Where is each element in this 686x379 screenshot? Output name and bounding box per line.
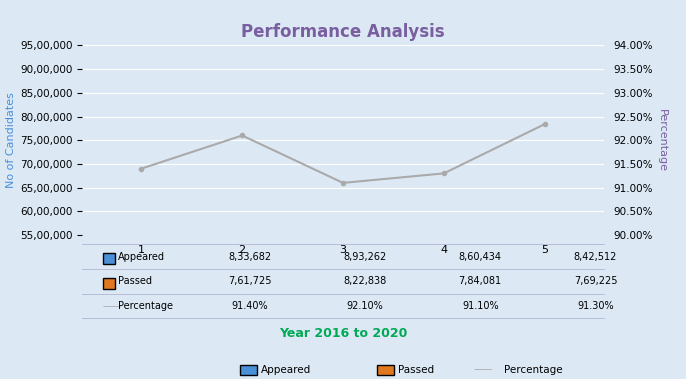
Text: 91.10%: 91.10% xyxy=(462,301,499,311)
Y-axis label: Percentage: Percentage xyxy=(657,109,667,172)
Text: ——: —— xyxy=(473,365,493,374)
Text: Percentage: Percentage xyxy=(504,365,563,374)
Text: Appeared: Appeared xyxy=(118,252,165,262)
Percentage xyxy=(440,171,448,175)
Percentage xyxy=(541,122,549,126)
Text: 8,42,512: 8,42,512 xyxy=(573,252,617,262)
Text: 7,61,725: 7,61,725 xyxy=(228,276,272,287)
Title: Performance Analysis: Performance Analysis xyxy=(241,23,445,41)
Line: Percentage: Percentage xyxy=(139,122,547,185)
Percentage xyxy=(339,180,347,185)
Y-axis label: No of Candidates: No of Candidates xyxy=(6,92,16,188)
Text: Appeared: Appeared xyxy=(261,365,311,374)
Percentage xyxy=(137,166,145,171)
Text: Passed: Passed xyxy=(398,365,434,374)
Text: ——: —— xyxy=(103,301,122,311)
Text: Year 2016 to 2020: Year 2016 to 2020 xyxy=(279,327,407,340)
Text: 8,93,262: 8,93,262 xyxy=(343,252,387,262)
Percentage xyxy=(238,133,246,138)
Text: 8,33,682: 8,33,682 xyxy=(228,252,271,262)
Text: 8,22,838: 8,22,838 xyxy=(343,276,387,287)
Text: Percentage: Percentage xyxy=(118,301,173,311)
Text: 92.10%: 92.10% xyxy=(346,301,383,311)
Text: 91.30%: 91.30% xyxy=(577,301,614,311)
Text: 7,84,081: 7,84,081 xyxy=(459,276,501,287)
Text: 7,69,225: 7,69,225 xyxy=(573,276,617,287)
Text: Passed: Passed xyxy=(118,276,152,287)
Text: 8,60,434: 8,60,434 xyxy=(459,252,501,262)
Text: 91.40%: 91.40% xyxy=(231,301,268,311)
